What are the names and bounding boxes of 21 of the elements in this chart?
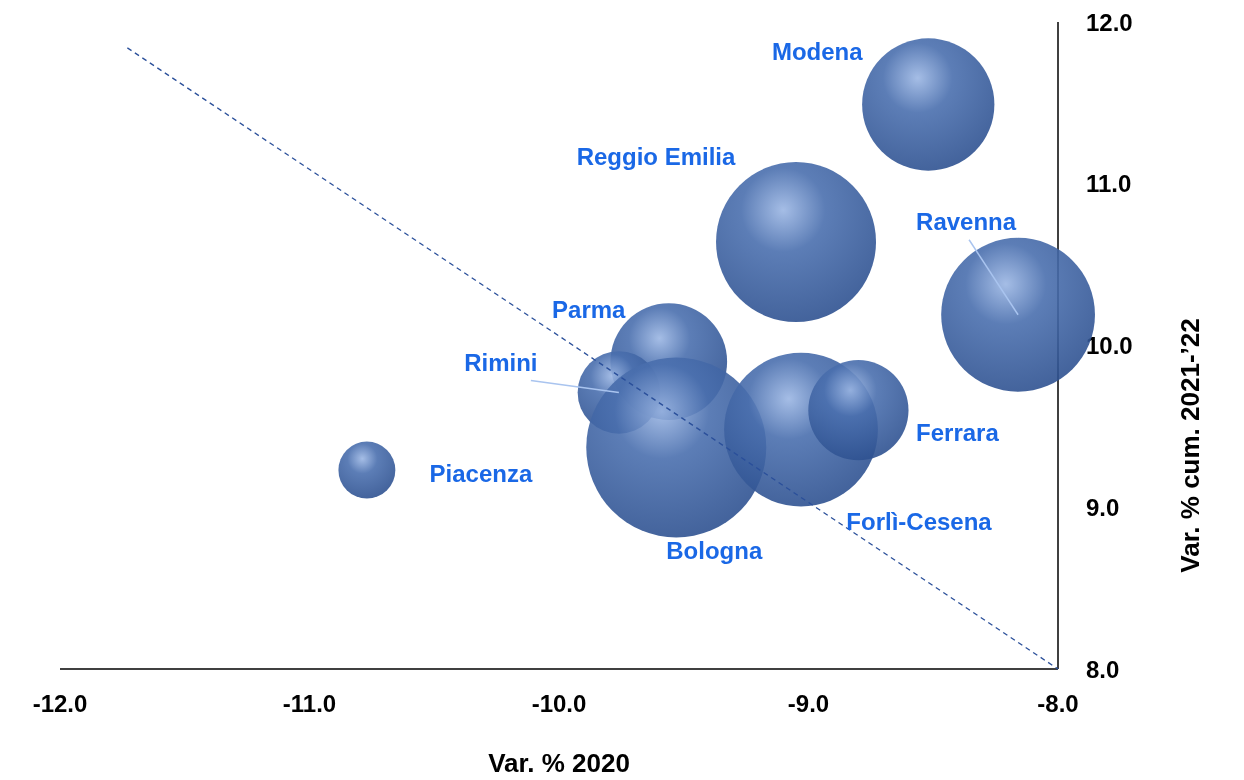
series-label: Ferrara [916,418,1000,446]
y-axis-title: Var. % cum. 2021-’22 [1175,318,1205,573]
x-axis-title: Var. % 2020 [488,748,630,778]
series-label: Modena [771,37,864,65]
x-tick-label: -11.0 [282,690,337,717]
series-label: Piacenza [429,459,533,487]
series-label: Ravenna [916,208,1017,236]
series-label: Bologna [666,536,763,564]
x-tick-label: -10.0 [531,690,587,717]
y-tick-label: 8.0 [1086,655,1120,683]
y-tick-label: 11.0 [1086,170,1132,198]
x-tick-label: -12.0 [32,690,88,717]
x-tick-label: -9.0 [787,690,830,717]
y-tick-label: 9.0 [1086,493,1120,521]
y-tick-label: 12.0 [1086,8,1133,36]
series-label: Reggio Emilia [576,143,737,171]
series-label: Forlì-Cesena [846,508,993,536]
series-label: Parma [552,296,627,324]
series-label: Rimini [464,348,538,376]
x-tick-label: -8.0 [1037,690,1079,717]
y-tick-label: 10.0 [1086,332,1133,359]
